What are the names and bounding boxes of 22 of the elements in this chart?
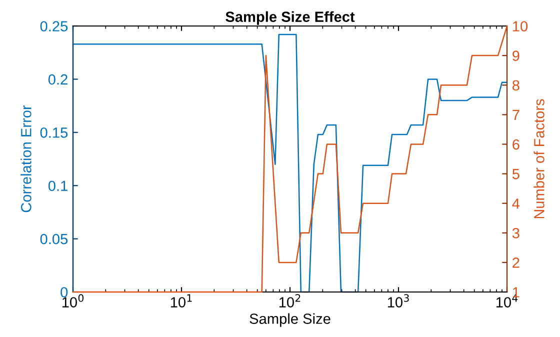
y2-axis-title: Number of Factors	[534, 99, 544, 218]
y2-tick-label: 4	[512, 198, 520, 209]
x-axis-title: Sample Size	[250, 313, 330, 327]
y-axis-title: Correlation Error	[20, 105, 32, 212]
x-tick-label: 10$^{2}$	[279, 294, 300, 308]
y2-tick-label: 3	[512, 228, 520, 238]
chart-title: Sample Size Effect	[226, 11, 355, 25]
y2-tick-label: 2	[512, 258, 520, 268]
x-tick-label: 10$^{3}$	[388, 294, 409, 308]
y-tick-label: 0.15	[40, 128, 68, 138]
y-tick-label: 0	[60, 287, 68, 298]
y-tick-label: 0.05	[40, 234, 68, 244]
y2-tick-label: 8	[512, 80, 520, 91]
x-tick-label: 10$^{1}$	[170, 294, 192, 308]
y2-tick-label: 10	[512, 21, 528, 32]
y2-tick-label: 9	[512, 50, 520, 61]
y-tick-label: 0.25	[40, 21, 68, 32]
y2-tick-label: 7	[512, 110, 520, 120]
y-tick-label: 0.2	[48, 74, 68, 85]
y-tick-label: 0.1	[48, 180, 68, 192]
y2-tick-label: 5	[512, 169, 520, 180]
y2-tick-label: 6	[512, 139, 520, 150]
